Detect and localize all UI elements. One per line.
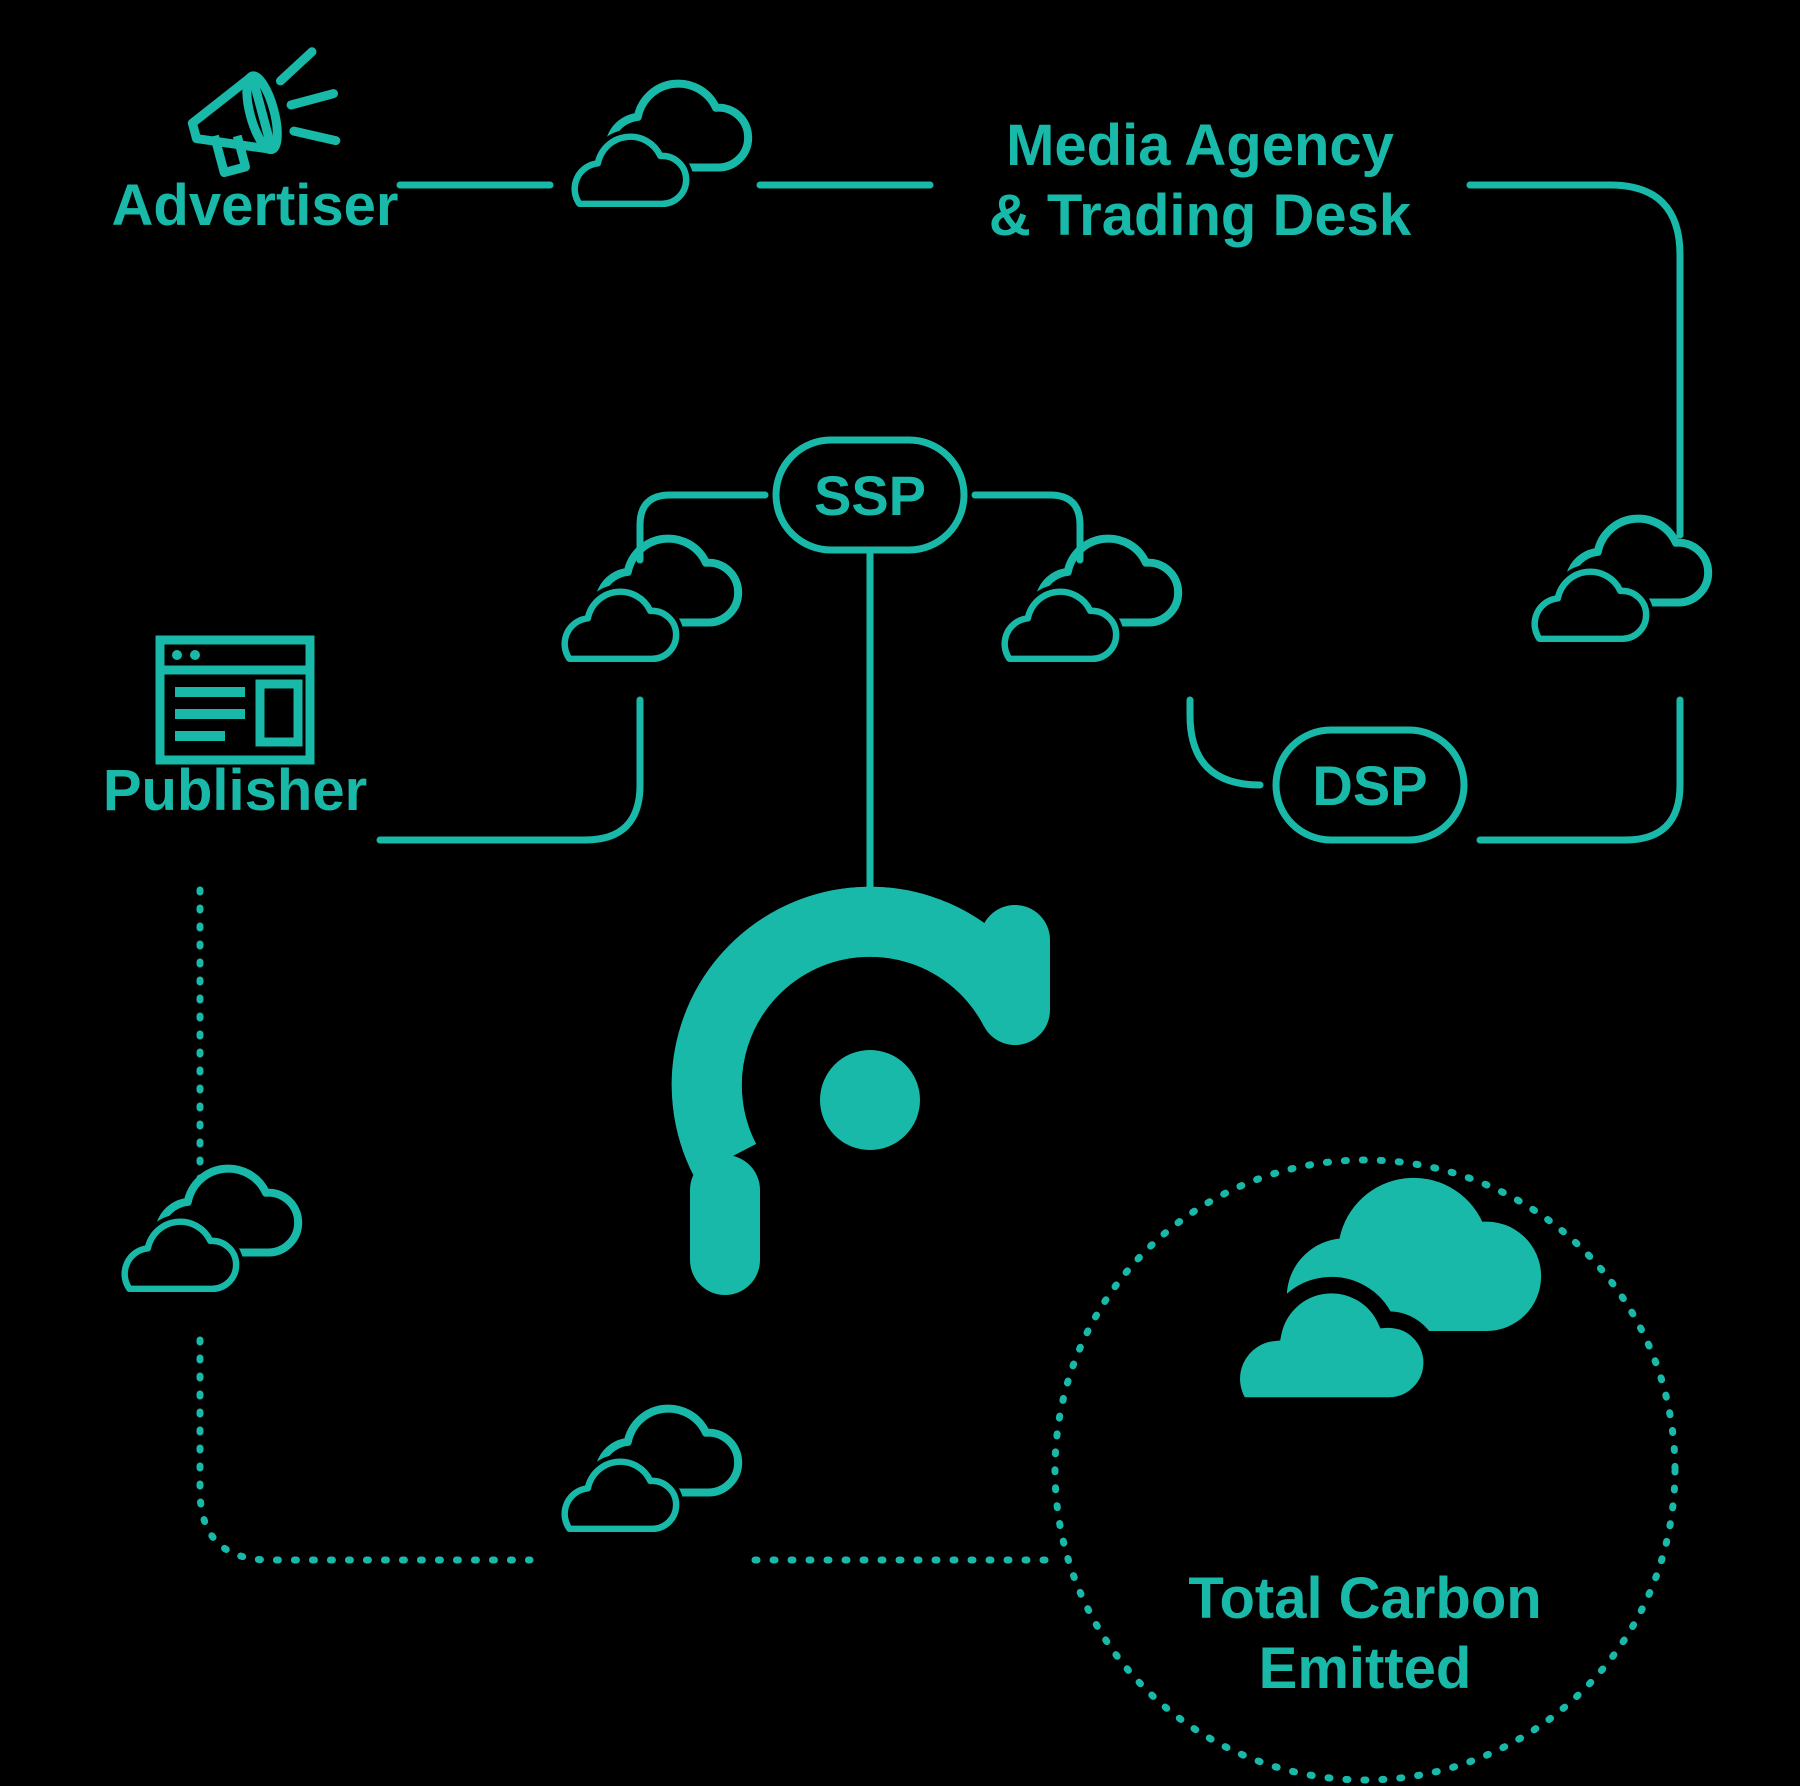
advertiser-label: Advertiser — [112, 173, 399, 238]
cloud-filled-icon — [1232, 1178, 1541, 1406]
media-agency-line1: Media Agency — [1006, 113, 1394, 178]
node-total_cloud — [1232, 1178, 1541, 1406]
node-cloud_ssp_left — [565, 539, 738, 659]
total-line2: Emitted — [1259, 1636, 1472, 1701]
adtech-carbon-diagram: Advertiser Media Agency& Trading Desk DSP S… — [0, 0, 1800, 1786]
node-cloud_ssp_right — [1005, 539, 1178, 659]
webpage-icon — [160, 640, 310, 760]
total-line1: Total Carbon — [1188, 1566, 1541, 1631]
node-publisher: Publisher — [103, 640, 367, 823]
cloud-icon — [575, 84, 748, 204]
node-logo — [707, 922, 1015, 1260]
node-cloud1 — [575, 84, 748, 204]
edges — [200, 185, 1680, 1560]
center-logo-icon — [707, 922, 1015, 1260]
cloud-icon — [565, 1409, 738, 1529]
node-cloud_dotted_bottom — [565, 1409, 738, 1529]
node-ssp: SSP — [776, 440, 964, 550]
node-media_agency: Media Agency& Trading Desk — [989, 113, 1412, 248]
nodes: Advertiser Media Agency& Trading Desk DSP S… — [103, 49, 1708, 1780]
node-dsp: DSP — [1276, 730, 1464, 840]
megaphone-icon — [183, 49, 346, 177]
cloud-icon — [565, 539, 738, 659]
node-advertiser: Advertiser — [112, 49, 399, 238]
node-cloud_dotted_left — [125, 1169, 298, 1289]
dsp-label: DSP — [1312, 754, 1427, 817]
cloud-icon — [1005, 539, 1178, 659]
media-agency-line2: & Trading Desk — [989, 183, 1412, 248]
ssp-label: SSP — [814, 464, 926, 527]
cloud-icon — [125, 1169, 298, 1289]
publisher-label: Publisher — [103, 758, 367, 823]
